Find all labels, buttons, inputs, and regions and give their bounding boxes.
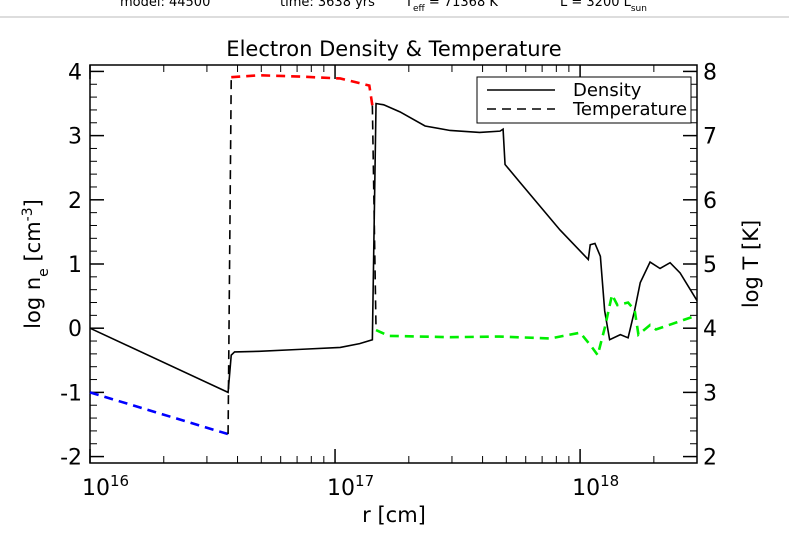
- plot-frame: [89, 64, 698, 464]
- y-title-sup: -3: [20, 207, 36, 221]
- x-tick-exp: 18: [600, 472, 619, 490]
- header-text: model: 44500: [120, 0, 210, 10]
- header-item: L = 3200 Lsun: [560, 0, 647, 14]
- series-line: [375, 291, 698, 359]
- legend-label: Temperature: [572, 99, 687, 120]
- header-sub: eff: [413, 4, 426, 14]
- y-tick-label: 1: [68, 253, 82, 278]
- x-axis-title: r [cm]: [362, 503, 426, 527]
- y-title-end: ]: [21, 199, 45, 207]
- header-text: = 71368 K: [425, 0, 499, 10]
- x-tick-label: 1017: [327, 472, 374, 501]
- y-tick-label: 0: [68, 317, 82, 342]
- y-tick-label: 2: [68, 189, 82, 214]
- y2-tick-label: 5: [703, 253, 717, 278]
- y2-tick-label: 2: [703, 446, 717, 471]
- series-line: [371, 105, 377, 331]
- legend-box: [476, 76, 692, 124]
- x-tick-base: 10: [572, 476, 600, 501]
- y-title-text: log n: [21, 277, 45, 329]
- y2-axis-title: log T [K]: [739, 220, 763, 308]
- y-tick-label: -1: [60, 381, 82, 406]
- chart-title: Electron Density & Temperature: [226, 37, 561, 61]
- x-tick-exp: 16: [110, 472, 129, 490]
- series-line: [231, 73, 374, 106]
- header-item: model: 44500: [120, 0, 210, 10]
- x-tick-base: 10: [327, 476, 355, 501]
- y-tick-label: 3: [68, 125, 82, 150]
- y2-tick-label: 4: [703, 317, 717, 342]
- header-item: time: 3638 yrs: [280, 0, 375, 10]
- y2-tick-label: 3: [703, 381, 717, 406]
- series-line: [89, 102, 698, 394]
- y2-tick-label: 7: [703, 125, 717, 150]
- y-tick-label: 4: [68, 60, 82, 85]
- header-item: Teff = 71368 K: [404, 0, 498, 14]
- y2-tick-label: 8: [703, 60, 717, 85]
- y-title-sub: e: [36, 268, 52, 277]
- x-tick-label: 1016: [82, 472, 129, 501]
- y2-tick-label: 6: [703, 189, 717, 214]
- header-text: T: [404, 0, 413, 10]
- y-axis-title: log ne [cm-3]: [20, 199, 52, 329]
- series-line: [89, 391, 229, 436]
- legend-label: Density: [573, 80, 642, 101]
- header-text: L = 3200 L: [560, 0, 632, 10]
- header-text: time: 3638 yrs: [280, 0, 375, 10]
- header-sub: sun: [631, 4, 647, 14]
- y-title-unit: [cm: [21, 221, 45, 268]
- x-tick-label: 1018: [572, 472, 619, 501]
- x-tick-base: 10: [82, 476, 110, 501]
- y-tick-label: -2: [60, 446, 82, 471]
- x-tick-exp: 17: [355, 472, 374, 490]
